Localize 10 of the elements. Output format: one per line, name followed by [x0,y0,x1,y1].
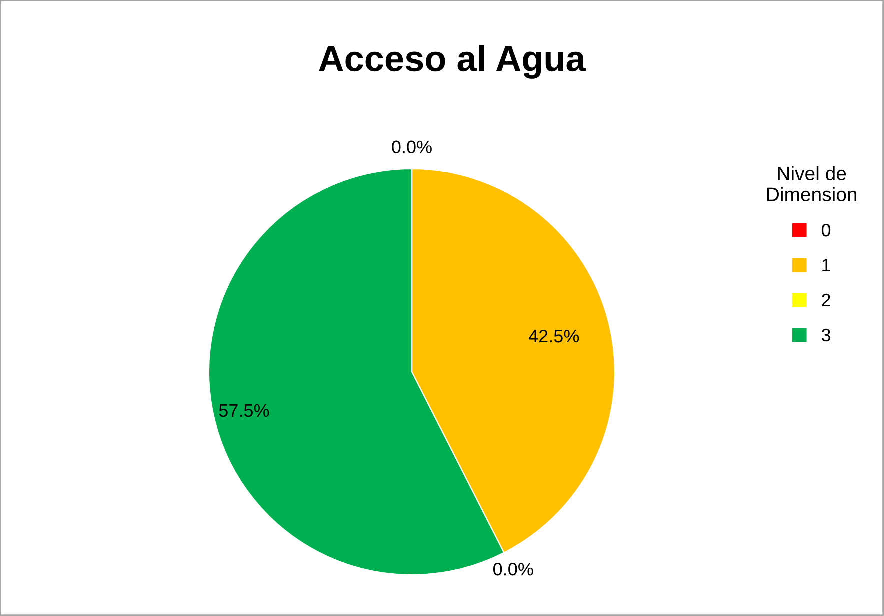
legend-label: 0 [822,224,831,237]
legend-title: Nivel de Dimension [767,166,856,202]
chart-title: Acceso al Agua [319,45,586,79]
data-label: 42.5% [528,330,580,343]
text: 0.0% [494,563,534,576]
data-label: 57.5% [219,404,270,418]
text: 0.0% [392,140,432,154]
legend-label: 2 [822,294,830,307]
legend-label: 1 [822,259,830,272]
legend-label: 3 [822,328,830,342]
